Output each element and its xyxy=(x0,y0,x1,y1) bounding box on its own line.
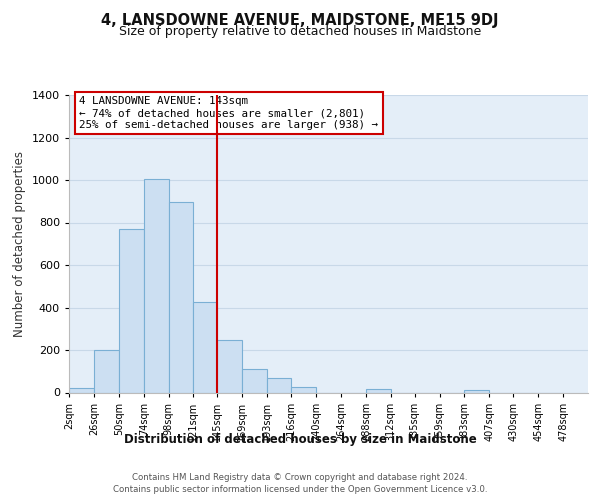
Bar xyxy=(119,229,144,392)
Bar xyxy=(94,350,119,393)
Bar xyxy=(242,369,267,392)
Bar xyxy=(366,390,391,392)
Bar xyxy=(69,388,94,392)
Text: Contains HM Land Registry data © Crown copyright and database right 2024.: Contains HM Land Registry data © Crown c… xyxy=(132,472,468,482)
Text: Distribution of detached houses by size in Maidstone: Distribution of detached houses by size … xyxy=(124,432,476,446)
Bar xyxy=(144,179,169,392)
Text: Contains public sector information licensed under the Open Government Licence v3: Contains public sector information licen… xyxy=(113,485,487,494)
Bar xyxy=(217,340,242,392)
Bar xyxy=(291,387,316,392)
Text: 4 LANSDOWNE AVENUE: 143sqm
← 74% of detached houses are smaller (2,801)
25% of s: 4 LANSDOWNE AVENUE: 143sqm ← 74% of deta… xyxy=(79,96,379,130)
Bar xyxy=(464,390,490,392)
Y-axis label: Number of detached properties: Number of detached properties xyxy=(13,151,26,337)
Text: Size of property relative to detached houses in Maidstone: Size of property relative to detached ho… xyxy=(119,25,481,38)
Text: 4, LANSDOWNE AVENUE, MAIDSTONE, ME15 9DJ: 4, LANSDOWNE AVENUE, MAIDSTONE, ME15 9DJ xyxy=(101,12,499,28)
Bar xyxy=(267,378,291,392)
Bar xyxy=(169,202,193,392)
Bar xyxy=(193,302,217,392)
